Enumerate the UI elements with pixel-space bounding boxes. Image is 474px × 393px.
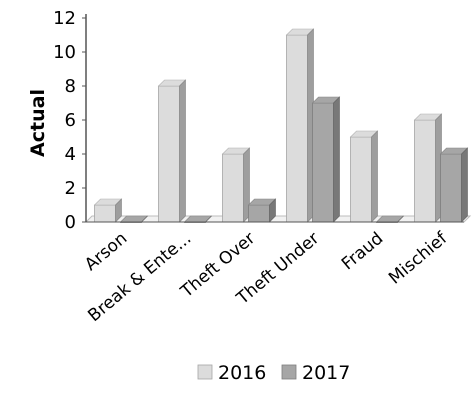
bar-front bbox=[440, 153, 462, 223]
bar-side bbox=[115, 198, 122, 223]
y-tick-label: 8 bbox=[65, 76, 76, 97]
bar-front bbox=[248, 204, 270, 223]
y-tick-label: 12 bbox=[53, 8, 76, 29]
x-tick-label: Fraud bbox=[338, 229, 387, 275]
bar-side bbox=[461, 147, 468, 223]
x-tick-label: Arson bbox=[81, 229, 131, 276]
bar-front bbox=[350, 136, 372, 223]
bar-front bbox=[158, 85, 180, 223]
legend: 2016 2017 bbox=[197, 362, 350, 384]
bar-side bbox=[269, 198, 276, 223]
legend-swatch bbox=[197, 364, 213, 380]
bar-front bbox=[222, 153, 244, 223]
y-axis: 0 2 4 6 8 10 12 bbox=[53, 8, 87, 233]
legend-swatch bbox=[281, 364, 297, 380]
bar-2017 bbox=[311, 96, 341, 223]
legend-item-2017: 2017 bbox=[281, 362, 350, 384]
legend-item-2016: 2016 bbox=[197, 362, 266, 384]
bar-2016 bbox=[157, 79, 187, 223]
x-tick-label: Mischief bbox=[385, 228, 452, 289]
bar-side bbox=[371, 130, 378, 223]
bar-front bbox=[286, 34, 308, 223]
bar-front bbox=[414, 119, 436, 223]
bar-2016 bbox=[349, 130, 379, 223]
plot-area bbox=[84, 28, 472, 223]
legend-label: 2017 bbox=[302, 362, 350, 384]
bar-side bbox=[205, 215, 212, 223]
bar-side bbox=[397, 215, 404, 223]
bar-side bbox=[179, 79, 186, 223]
bar-2016 bbox=[413, 113, 443, 223]
y-tick-label: 0 bbox=[65, 212, 76, 233]
bar-2016 bbox=[221, 147, 251, 223]
bar-2016 bbox=[93, 198, 123, 223]
bar-side bbox=[333, 96, 340, 223]
bar-side bbox=[141, 215, 148, 223]
legend-label: 2016 bbox=[218, 362, 266, 384]
bar-2016 bbox=[285, 28, 315, 223]
bar-front bbox=[94, 204, 116, 223]
y-axis-title: Actual bbox=[27, 89, 49, 157]
y-tick-label: 4 bbox=[65, 144, 76, 165]
y-tick-label: 10 bbox=[53, 42, 76, 63]
y-tick-label: 2 bbox=[65, 178, 76, 199]
bar-2017 bbox=[247, 198, 277, 223]
bar-front bbox=[312, 102, 334, 223]
bar-2017 bbox=[439, 147, 469, 223]
y-tick-label: 6 bbox=[65, 110, 76, 131]
